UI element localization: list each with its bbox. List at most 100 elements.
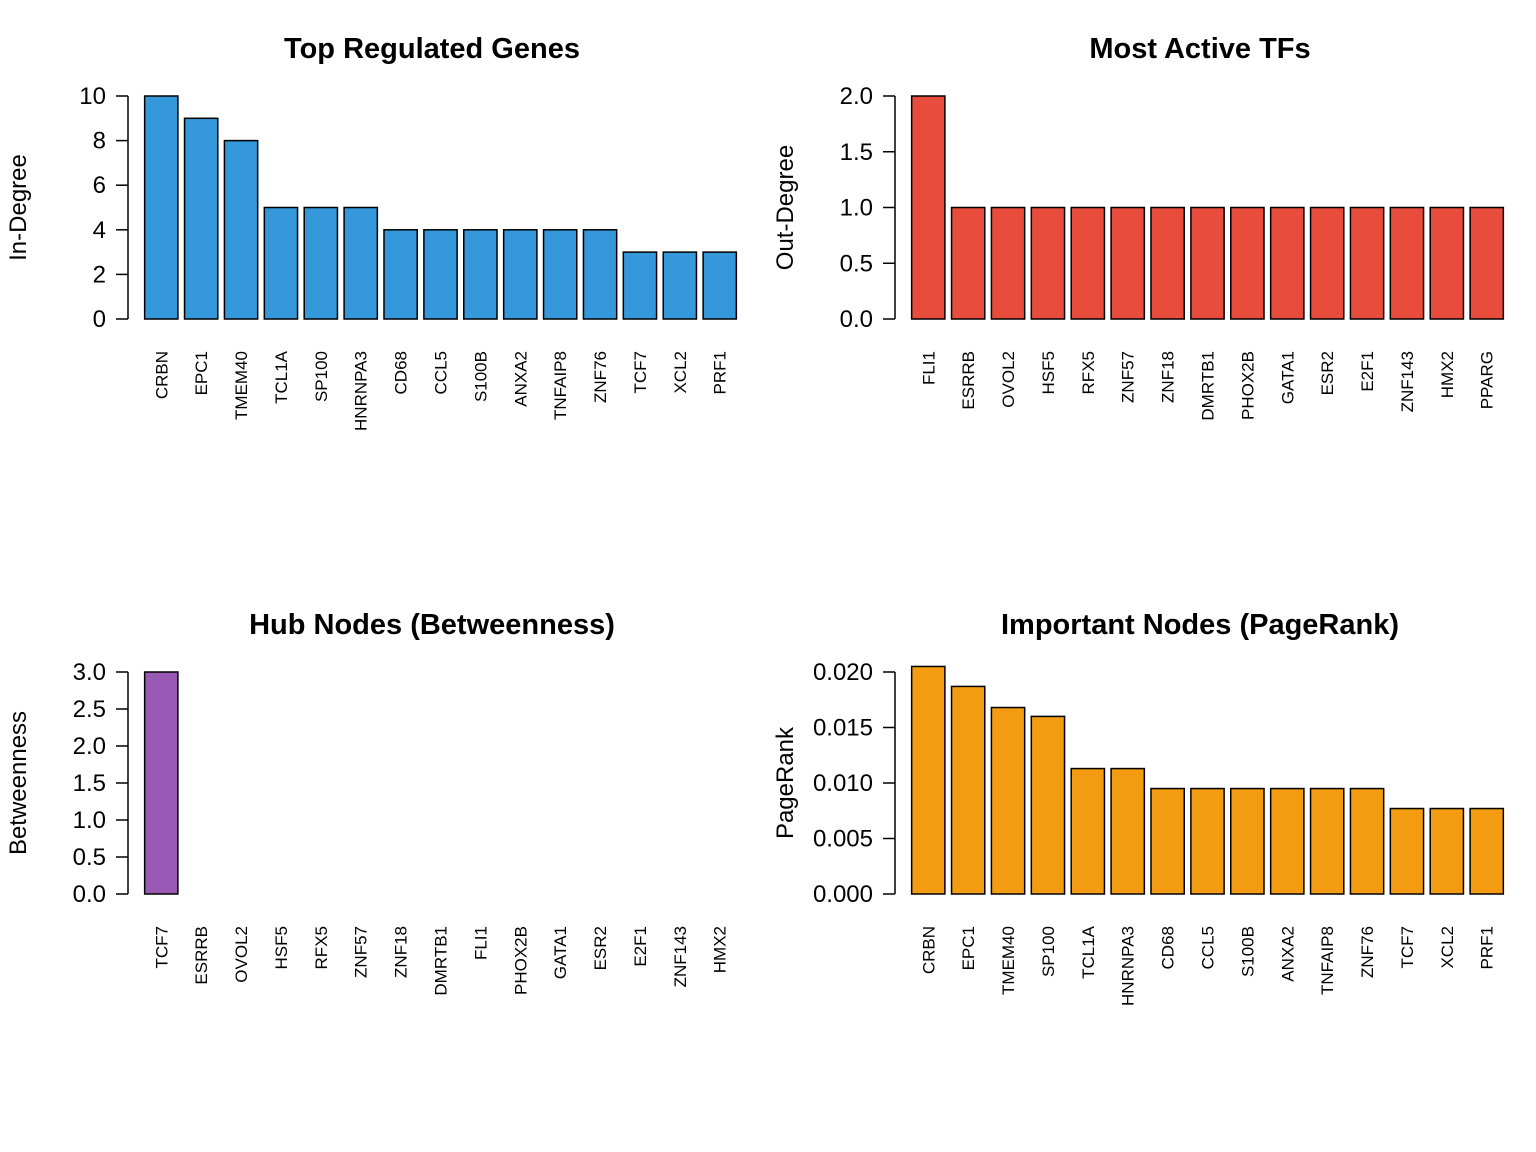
bar-cd68 <box>383 229 418 320</box>
x-tick-label: ZNF18 <box>1159 351 1178 403</box>
x-tick-label: ZNF143 <box>671 926 690 987</box>
bar-tcl1a <box>263 206 299 320</box>
bar-znf76 <box>1349 787 1385 895</box>
x-tick-label: PHOX2B <box>1238 351 1257 420</box>
bar-esrrb <box>950 206 986 320</box>
x-tick-label: ESR2 <box>1318 351 1337 395</box>
bar-fli1 <box>910 95 946 320</box>
x-tick-label: ZNF57 <box>1119 351 1138 403</box>
x-tick-label: DMRTB1 <box>432 926 451 996</box>
bar-phox2b <box>1230 206 1265 320</box>
bar-ovol2 <box>990 206 1026 320</box>
x-tick-label: ZNF76 <box>1358 926 1377 978</box>
x-tick-label: EPC1 <box>959 926 978 970</box>
bar-s100b <box>1230 787 1265 895</box>
y-tick-label: 2 <box>93 261 106 288</box>
y-tick-label: 1.5 <box>840 139 873 166</box>
x-tick-label: ESR2 <box>591 926 610 970</box>
y-axis-label: Betweenness <box>5 711 32 855</box>
bar-epc1 <box>183 117 219 320</box>
x-tick-label: FLI1 <box>919 351 938 385</box>
y-tick-label: 1.0 <box>840 195 873 222</box>
bar-crbn <box>143 95 179 320</box>
y-tick-label: 4 <box>93 217 106 244</box>
y-tick-label: 10 <box>79 83 106 110</box>
x-tick-label: HSF5 <box>272 926 291 969</box>
bar-ccl5 <box>1190 787 1225 895</box>
x-tick-label: TCL1A <box>1079 925 1098 979</box>
bar-rfx5 <box>1070 206 1106 320</box>
x-tick-label: SP100 <box>1039 926 1058 977</box>
panel-title: Hub Nodes (Betweenness) <box>249 609 615 641</box>
bar-xcl2 <box>662 251 698 320</box>
x-tick-label: PRF1 <box>1478 926 1497 969</box>
y-tick-label: 2.5 <box>73 696 106 723</box>
x-tick-label: RFX5 <box>312 926 331 969</box>
x-tick-label: GATA1 <box>551 926 570 979</box>
x-tick-label: PHOX2B <box>511 926 530 995</box>
bar-prf1 <box>1469 807 1505 895</box>
bar-tmem40 <box>223 139 259 320</box>
x-tick-label: RFX5 <box>1079 351 1098 394</box>
bar-tcf7 <box>622 251 658 320</box>
panel-1: Top Regulated Genes 0 2 4 6 8 10 In-Degree CRBN E… <box>5 33 738 431</box>
bar-epc1 <box>950 685 986 895</box>
bar-hnrnpa3 <box>343 206 379 320</box>
panel-2: Most Active TFs 0.0 0.5 1.0 1.5 2.0 Out-Degree… <box>772 33 1505 421</box>
bar-pparg <box>1469 206 1505 320</box>
bar-tcf7 <box>1389 807 1425 895</box>
y-axis-label: Out-Degree <box>772 145 799 270</box>
x-tick-label: TCF7 <box>631 351 650 394</box>
x-tick-label: SP100 <box>312 351 331 402</box>
y-tick-label: 0.0 <box>840 306 873 333</box>
bar-gata1 <box>1269 206 1305 320</box>
x-tick-label: CD68 <box>1159 926 1178 969</box>
bar-tmem40 <box>990 706 1026 895</box>
x-tick-label: FLI1 <box>471 926 490 960</box>
bar-znf18 <box>1150 206 1185 320</box>
y-tick-label: 0 <box>93 306 106 333</box>
bar-sp100 <box>1030 715 1066 895</box>
bar-cd68 <box>1150 787 1185 895</box>
x-tick-label: E2F1 <box>1358 351 1377 392</box>
x-tick-label: ANXA2 <box>511 351 530 407</box>
panel-title: Most Active TFs <box>1089 33 1310 65</box>
x-tick-label: CRBN <box>919 926 938 974</box>
bar-hsf5 <box>1030 206 1066 320</box>
x-tick-label: OVOL2 <box>232 926 251 983</box>
x-tick-label: TCF7 <box>152 926 171 969</box>
x-tick-label: CRBN <box>152 351 171 399</box>
bar-xcl2 <box>1429 807 1465 895</box>
x-tick-label: ZNF143 <box>1398 351 1417 412</box>
y-tick-label: 1.0 <box>73 807 106 834</box>
panel-3: Hub Nodes (Betweenness) 0.0 0.5 1.0 1.5 2.0 2.… <box>5 609 730 996</box>
x-tick-label: HNRNPA3 <box>1119 926 1138 1006</box>
y-tick-label: 2.0 <box>73 733 106 760</box>
y-axis-label: PageRank <box>772 726 799 839</box>
x-tick-label: TNFAIP8 <box>551 351 570 420</box>
bar-ccl5 <box>423 229 458 320</box>
x-tick-label: DMRTB1 <box>1199 351 1218 421</box>
bar-anxa2 <box>502 229 538 320</box>
x-tick-label: HMX2 <box>711 926 730 973</box>
bar-tcl1a <box>1070 767 1106 895</box>
y-tick-label: 0.5 <box>840 250 873 277</box>
x-tick-label: EPC1 <box>192 351 211 395</box>
x-tick-label: TMEM40 <box>999 926 1018 995</box>
x-tick-label: HNRNPA3 <box>352 351 371 431</box>
x-tick-label: TNFAIP8 <box>1318 926 1337 995</box>
bar-sp100 <box>303 206 339 320</box>
x-tick-label: CD68 <box>392 351 411 394</box>
x-tick-label: GATA1 <box>1278 351 1297 404</box>
bar-hmx2 <box>1429 206 1465 320</box>
x-tick-label: XCL2 <box>671 351 690 394</box>
x-tick-label: CCL5 <box>432 351 451 394</box>
y-tick-label: 0.0 <box>73 881 106 908</box>
y-axis-label: In-Degree <box>5 154 32 261</box>
bar-anxa2 <box>1269 787 1305 895</box>
x-tick-label: S100B <box>1238 926 1257 977</box>
bar-dmrtb1 <box>1190 206 1225 320</box>
bar-tnfaip8 <box>1309 787 1345 895</box>
y-tick-label: 0.020 <box>813 659 873 686</box>
